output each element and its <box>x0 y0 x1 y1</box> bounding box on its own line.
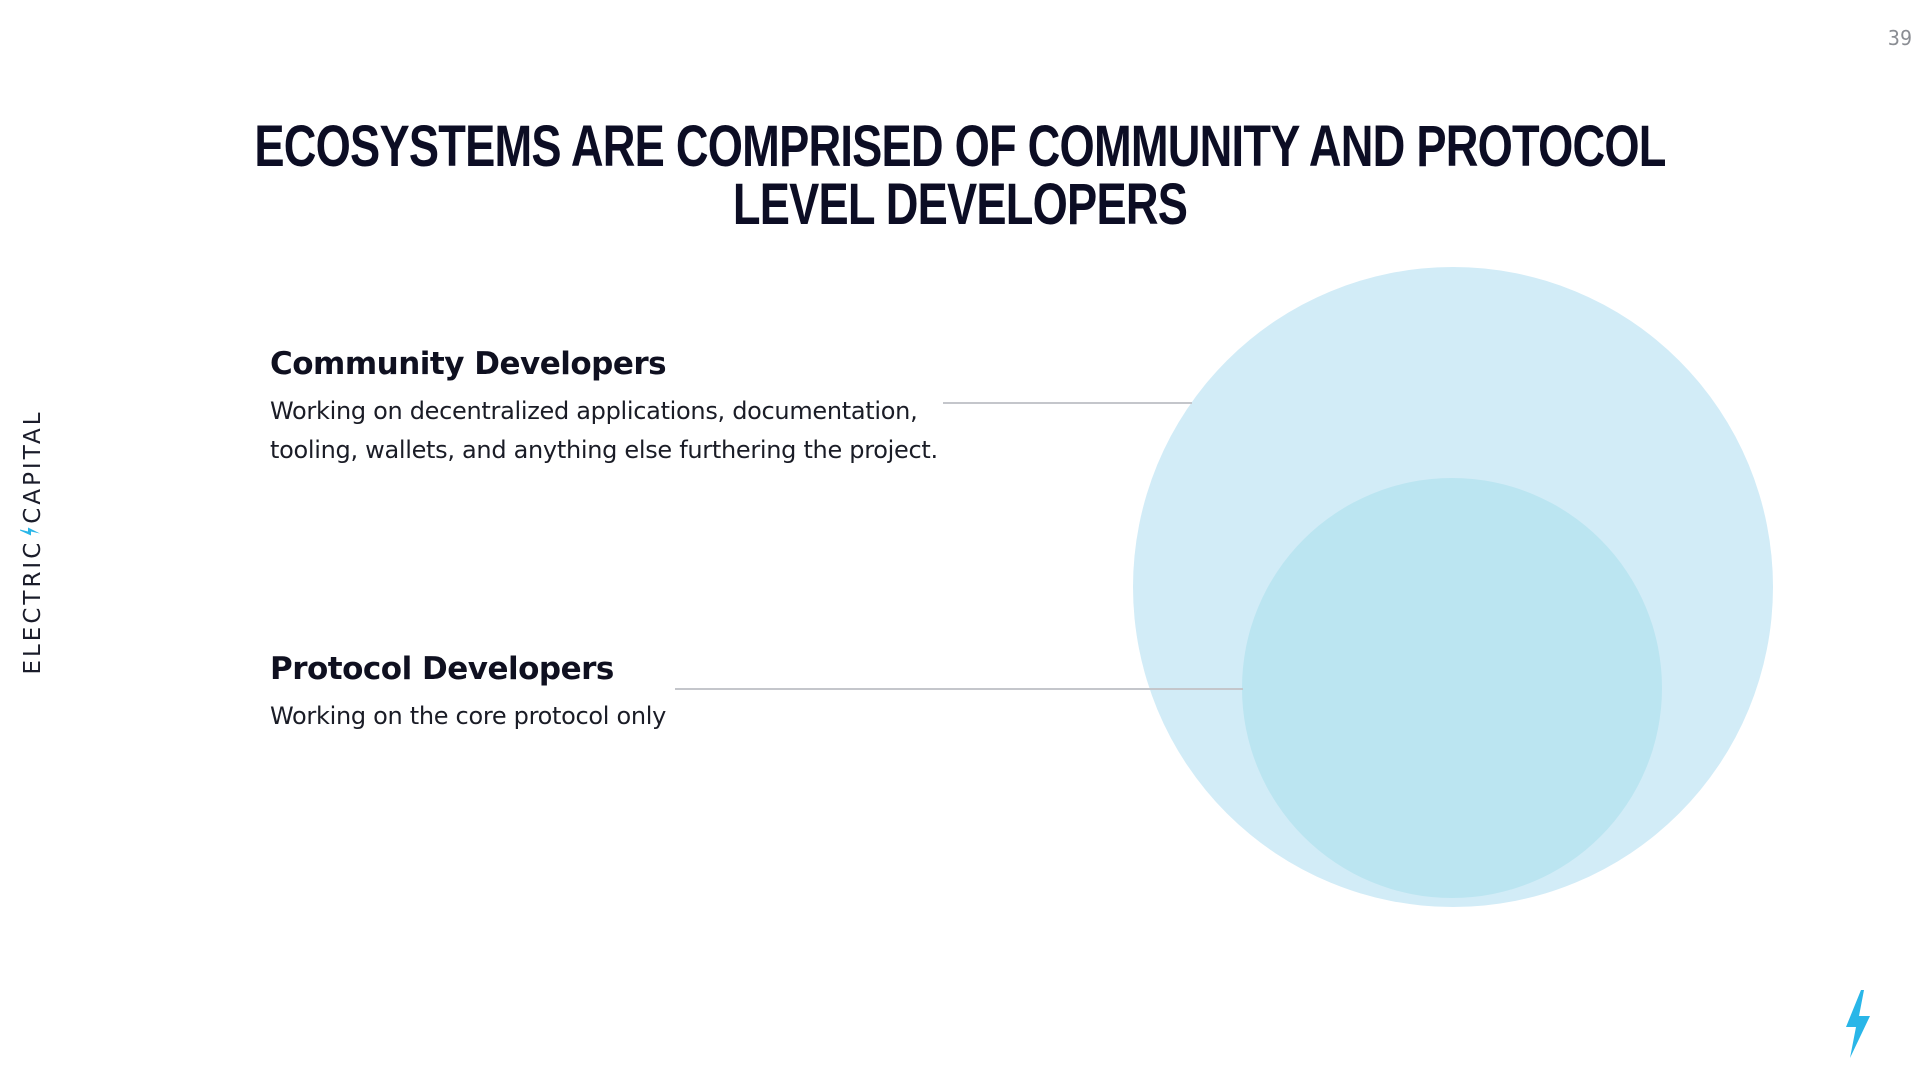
protocol-developers-heading: Protocol Developers <box>270 651 614 687</box>
brand-text-left: ELECTRIC <box>20 539 46 675</box>
brand-logo: ELECTRIC CAPITAL <box>20 409 46 675</box>
community-description-line-2: tooling, wallets, and anything else furt… <box>270 436 938 464</box>
slide-title: Ecosystems are comprised of community an… <box>254 114 1666 237</box>
community-developers-circle <box>1133 267 1773 907</box>
brand-text-right: CAPITAL <box>20 409 46 524</box>
protocol-developers-circle <box>1242 478 1662 898</box>
community-description-line-1: Working on decentralized applications, d… <box>270 397 918 425</box>
protocol-description-line-1: Working on the core protocol only <box>270 702 667 730</box>
brand-bolt-icon <box>20 527 46 537</box>
community-developers-description: Working on decentralized applications, d… <box>270 392 970 470</box>
community-developers-heading: Community Developers <box>270 346 667 382</box>
community-developers-block: Community Developers Working on decentra… <box>270 346 970 470</box>
lightning-bolt-icon <box>1844 990 1872 1063</box>
protocol-developers-block: Protocol Developers Working on the core … <box>270 651 970 736</box>
page-number: 39 <box>1887 26 1912 50</box>
protocol-developers-description: Working on the core protocol only <box>270 697 970 736</box>
